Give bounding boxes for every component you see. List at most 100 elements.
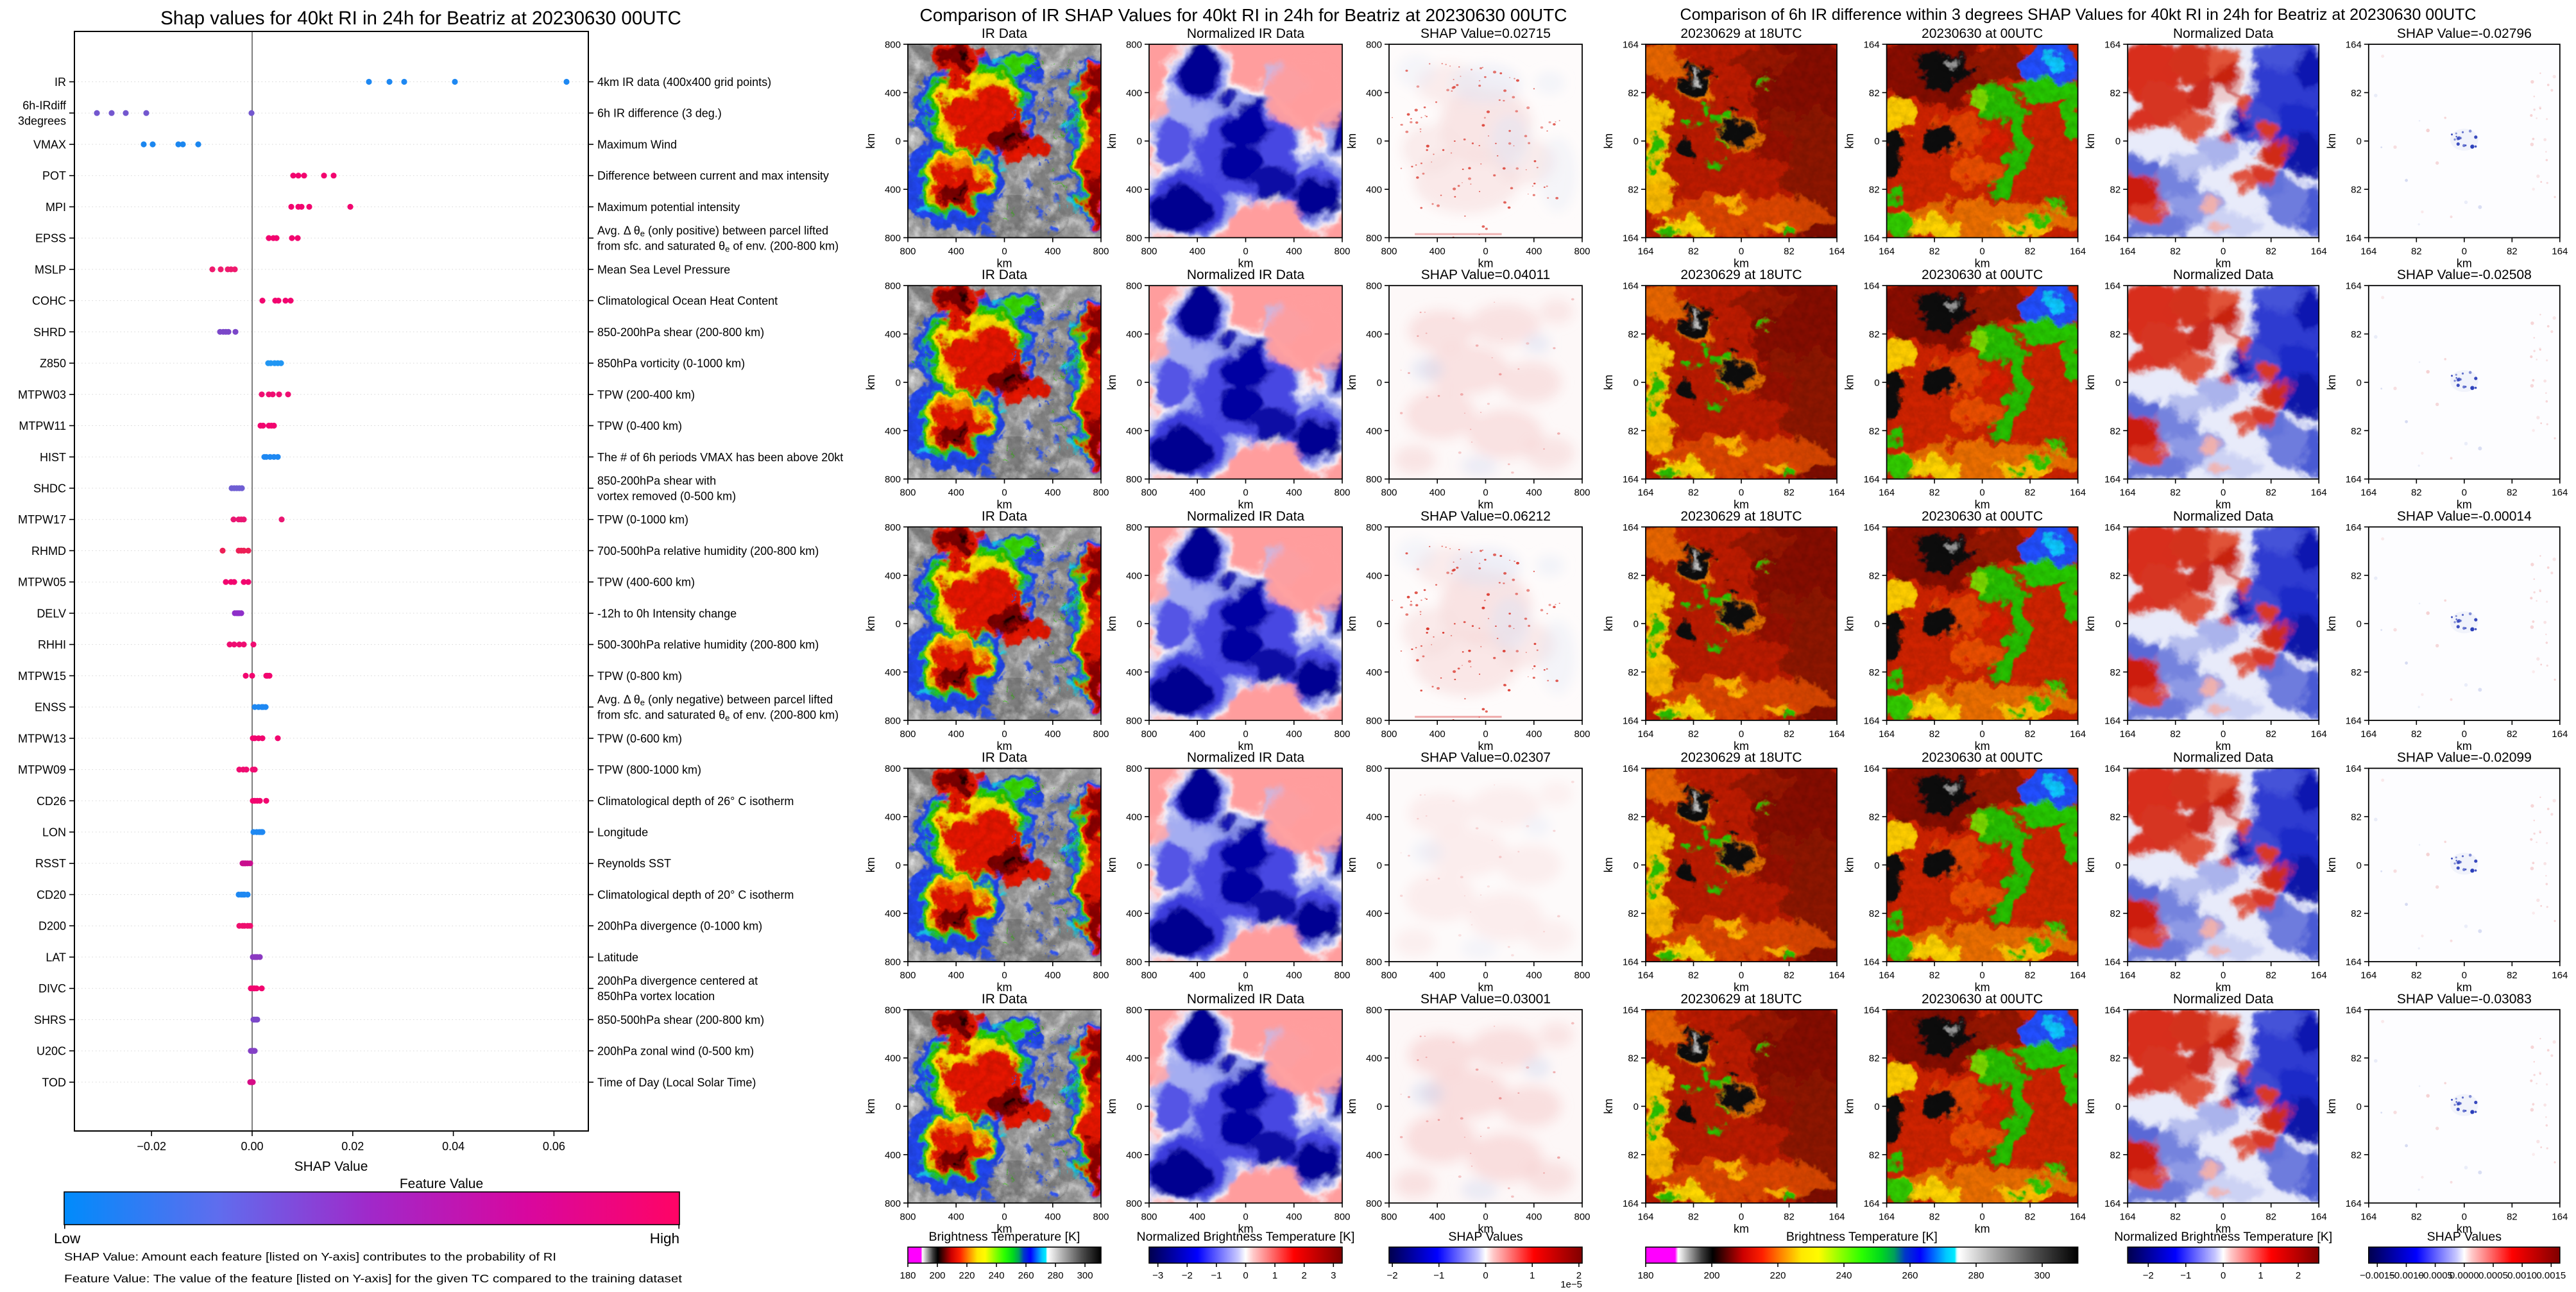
svg-text:400: 400 bbox=[1045, 246, 1061, 257]
svg-text:164: 164 bbox=[2311, 1211, 2327, 1222]
svg-text:164: 164 bbox=[1829, 1211, 1845, 1222]
svg-text:164: 164 bbox=[2070, 488, 2086, 498]
svg-text:400: 400 bbox=[1126, 812, 1142, 823]
svg-text:164: 164 bbox=[2552, 729, 2568, 740]
svg-text:400: 400 bbox=[1429, 729, 1446, 740]
svg-text:82: 82 bbox=[1869, 329, 1880, 340]
svg-text:164: 164 bbox=[2552, 488, 2568, 498]
svg-text:82: 82 bbox=[2110, 667, 2121, 678]
svg-text:20230629 at 18UTC: 20230629 at 18UTC bbox=[1680, 751, 1802, 765]
svg-text:MTPW09: MTPW09 bbox=[18, 763, 66, 776]
svg-text:LAT: LAT bbox=[46, 951, 66, 964]
svg-text:82: 82 bbox=[2025, 246, 2036, 257]
svg-text:U20C: U20C bbox=[37, 1045, 66, 1058]
svg-text:km: km bbox=[864, 133, 877, 149]
svg-text:0: 0 bbox=[1483, 1211, 1488, 1222]
svg-text:164: 164 bbox=[2360, 729, 2376, 740]
svg-text:164: 164 bbox=[2552, 1211, 2568, 1222]
svg-text:400: 400 bbox=[1126, 329, 1142, 340]
svg-text:km: km bbox=[2457, 257, 2472, 270]
svg-text:−2: −2 bbox=[2143, 1270, 2154, 1281]
svg-text:400: 400 bbox=[1526, 970, 1542, 981]
svg-text:0: 0 bbox=[1002, 729, 1007, 740]
svg-text:400: 400 bbox=[1429, 1211, 1446, 1222]
svg-text:MTPW11: MTPW11 bbox=[19, 420, 66, 432]
svg-text:800: 800 bbox=[1366, 763, 1382, 774]
svg-text:800: 800 bbox=[1574, 1211, 1590, 1222]
svg-text:0: 0 bbox=[2115, 860, 2120, 871]
svg-text:82: 82 bbox=[2351, 329, 2362, 340]
svg-text:km: km bbox=[2325, 616, 2338, 631]
svg-text:164: 164 bbox=[1864, 1198, 1880, 1209]
svg-text:Brightness Temperature [K]: Brightness Temperature [K] bbox=[1786, 1230, 1938, 1244]
svg-text:TPW (0-400 km): TPW (0-400 km) bbox=[597, 420, 682, 432]
svg-text:400: 400 bbox=[1126, 88, 1142, 99]
svg-text:km: km bbox=[2325, 133, 2338, 149]
svg-text:400: 400 bbox=[1366, 185, 1382, 196]
svg-text:164: 164 bbox=[2120, 729, 2136, 740]
svg-text:800: 800 bbox=[1381, 246, 1397, 257]
svg-text:164: 164 bbox=[1864, 233, 1880, 244]
svg-text:20230630 at 00UTC: 20230630 at 00UTC bbox=[1922, 509, 2043, 523]
svg-text:0: 0 bbox=[896, 136, 901, 147]
svg-text:220: 220 bbox=[959, 1270, 975, 1281]
svg-text:0: 0 bbox=[1243, 970, 1248, 981]
svg-text:82: 82 bbox=[2411, 246, 2422, 257]
svg-text:400: 400 bbox=[1126, 908, 1142, 919]
svg-text:82: 82 bbox=[2170, 1211, 2181, 1222]
svg-text:SHAP Value=0.03001: SHAP Value=0.03001 bbox=[1420, 992, 1551, 1007]
svg-text:82: 82 bbox=[2110, 812, 2121, 823]
svg-text:800: 800 bbox=[1334, 970, 1350, 981]
svg-text:km: km bbox=[1734, 1222, 1749, 1235]
svg-text:−0.02: −0.02 bbox=[137, 1140, 166, 1153]
svg-text:0: 0 bbox=[2221, 1270, 2226, 1281]
svg-text:km: km bbox=[2215, 257, 2231, 270]
svg-text:850-200hPa shear (200-800 km): 850-200hPa shear (200-800 km) bbox=[597, 326, 764, 339]
svg-text:vortex removed (0-500 km): vortex removed (0-500 km) bbox=[597, 490, 736, 503]
svg-text:164: 164 bbox=[2311, 729, 2327, 740]
svg-text:82: 82 bbox=[1929, 729, 1940, 740]
svg-text:82: 82 bbox=[2411, 488, 2422, 498]
svg-text:164: 164 bbox=[2346, 957, 2362, 968]
svg-text:Feature Value: Feature Value bbox=[400, 1177, 483, 1191]
svg-text:800: 800 bbox=[1574, 488, 1590, 498]
svg-text:Normalized IR Data: Normalized IR Data bbox=[1187, 509, 1305, 523]
svg-text:km: km bbox=[1602, 375, 1615, 390]
svg-text:SHAP Values: SHAP Values bbox=[1448, 1230, 1523, 1244]
svg-text:Climatological depth of 20° C: Climatological depth of 20° C isotherm bbox=[597, 888, 794, 901]
svg-text:800: 800 bbox=[1366, 1198, 1382, 1209]
svg-text:82: 82 bbox=[1784, 488, 1795, 498]
svg-text:TOD: TOD bbox=[42, 1076, 66, 1089]
svg-text:164: 164 bbox=[2360, 970, 2376, 981]
svg-text:800: 800 bbox=[1126, 1005, 1142, 1016]
svg-text:20230629 at 18UTC: 20230629 at 18UTC bbox=[1680, 992, 1802, 1007]
svg-text:km: km bbox=[864, 616, 877, 631]
svg-text:0: 0 bbox=[1137, 378, 1142, 389]
svg-text:164: 164 bbox=[2346, 522, 2362, 533]
svg-text:850-500hPa shear (200-800 km): 850-500hPa shear (200-800 km) bbox=[597, 1014, 764, 1026]
svg-text:1: 1 bbox=[1272, 1270, 1277, 1281]
svg-text:800: 800 bbox=[1334, 1211, 1350, 1222]
svg-text:800: 800 bbox=[1574, 729, 1590, 740]
svg-text:82: 82 bbox=[2507, 970, 2518, 981]
svg-text:0: 0 bbox=[2115, 1101, 2120, 1112]
svg-text:Comparison of 6h IR difference: Comparison of 6h IR difference within 3 … bbox=[1680, 6, 2477, 24]
svg-text:from sfc. and saturated θe of: from sfc. and saturated θe of env. (200-… bbox=[597, 709, 839, 723]
svg-text:Normalized Data: Normalized Data bbox=[2173, 992, 2274, 1007]
svg-text:0: 0 bbox=[2115, 378, 2120, 389]
svg-text:HIST: HIST bbox=[40, 451, 66, 464]
svg-text:82: 82 bbox=[1869, 570, 1880, 581]
svg-text:800: 800 bbox=[1334, 729, 1350, 740]
svg-text:800: 800 bbox=[1334, 246, 1350, 257]
svg-text:20230630 at 00UTC: 20230630 at 00UTC bbox=[1922, 268, 2043, 282]
svg-text:164: 164 bbox=[1637, 1211, 1653, 1222]
svg-text:82: 82 bbox=[1688, 970, 1699, 981]
svg-text:km: km bbox=[997, 1222, 1012, 1235]
svg-text:High: High bbox=[650, 1230, 679, 1246]
svg-text:km: km bbox=[1238, 1222, 1254, 1235]
svg-text:164: 164 bbox=[1829, 970, 1845, 981]
svg-text:IR Data: IR Data bbox=[982, 26, 1028, 41]
svg-text:164: 164 bbox=[2120, 246, 2136, 257]
svg-text:Normalized IR Data: Normalized IR Data bbox=[1187, 26, 1305, 41]
svg-text:164: 164 bbox=[1623, 281, 1639, 292]
